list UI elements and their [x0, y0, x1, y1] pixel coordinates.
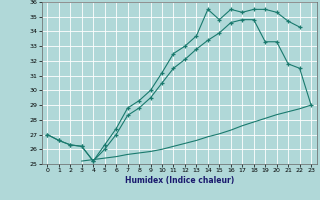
- X-axis label: Humidex (Indice chaleur): Humidex (Indice chaleur): [124, 176, 234, 185]
